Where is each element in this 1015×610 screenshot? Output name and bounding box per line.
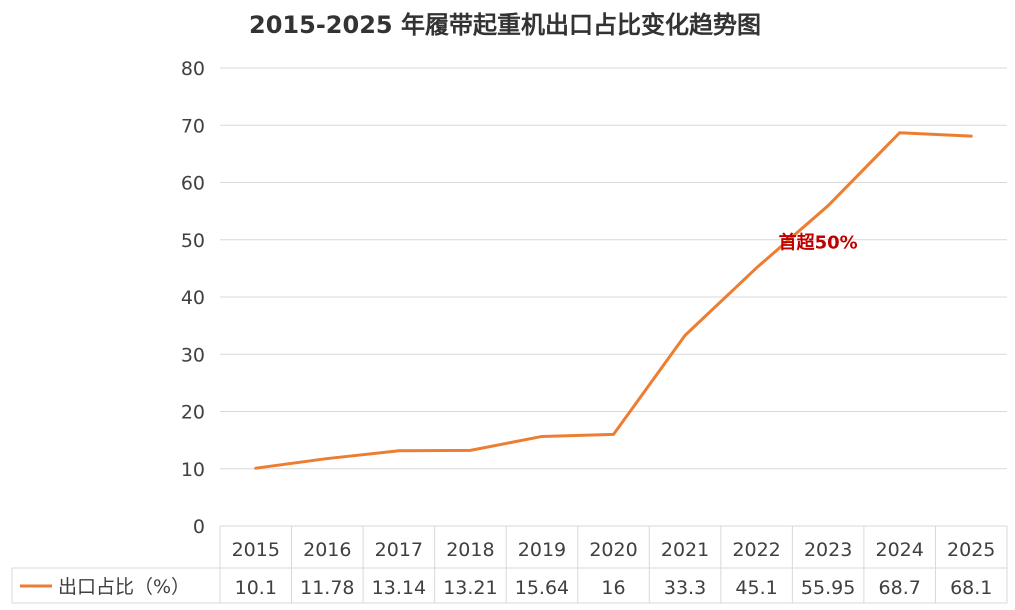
table-value-cell: 45.1 <box>735 577 777 599</box>
legend-label: 出口占比（%） <box>58 576 190 598</box>
table-value-cell: 13.21 <box>443 577 497 599</box>
x-category-label: 2023 <box>804 539 852 561</box>
y-tick-label: 40 <box>181 287 205 309</box>
x-category-label: 2016 <box>303 539 351 561</box>
table-value-cell: 16 <box>601 577 625 599</box>
y-axis: 0 10 20 30 40 50 60 70 80 <box>181 58 205 538</box>
x-category-label: 2025 <box>947 539 995 561</box>
y-tick-label: 20 <box>181 402 205 424</box>
table-value-cell: 68.1 <box>950 577 992 599</box>
y-tick-label: 80 <box>181 58 205 80</box>
series-layer <box>254 131 973 470</box>
y-tick-label: 10 <box>181 459 205 481</box>
data-table: 2015 2016 2017 2018 2019 2020 2021 2022 2023 2024… <box>11 525 1008 604</box>
chart-title-group: 2015-2025 年履带起重机出口占比变化趋势图 <box>249 11 761 39</box>
x-category-label: 2024 <box>876 539 924 561</box>
y-tick-label: 30 <box>181 344 205 366</box>
x-category-label: 2020 <box>589 539 637 561</box>
x-category-label: 2017 <box>375 539 423 561</box>
annotations: 首超50% <box>779 232 858 254</box>
table-value-cell: 68.7 <box>879 577 921 599</box>
annotation-label: 首超50% <box>779 232 858 254</box>
table-value-cell: 33.3 <box>664 577 706 599</box>
table-value-cell: 15.64 <box>515 577 569 599</box>
x-category-label: 2022 <box>732 539 780 561</box>
chart-title: 2015-2025 年履带起重机出口占比变化趋势图 <box>249 11 761 39</box>
x-category-label: 2019 <box>518 539 566 561</box>
table-value-cell: 55.95 <box>801 577 855 599</box>
x-category-label: 2021 <box>661 539 709 561</box>
y-tick-label: 50 <box>181 230 205 252</box>
x-category-label: 2015 <box>232 539 280 561</box>
y-tick-label: 70 <box>181 115 205 137</box>
x-category-label: 2018 <box>446 539 494 561</box>
table-value-cell: 11.78 <box>300 577 354 599</box>
table-value-cell: 13.14 <box>372 577 426 599</box>
y-tick-label: 60 <box>181 173 205 195</box>
series-line <box>254 131 973 470</box>
y-tick-label: 0 <box>193 516 205 538</box>
table-value-cell: 10.1 <box>235 577 277 599</box>
grid-lines <box>220 67 1007 470</box>
